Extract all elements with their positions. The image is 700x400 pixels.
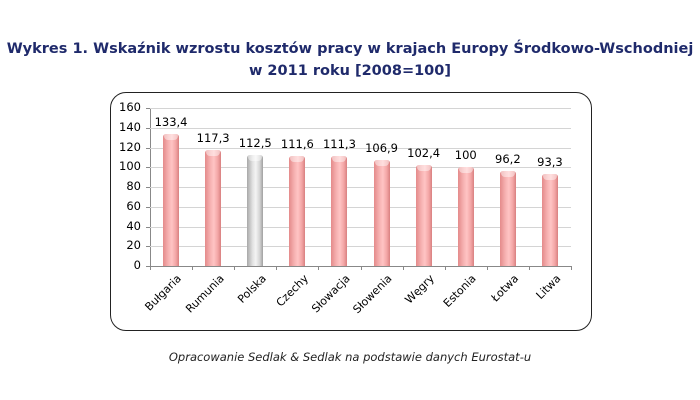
gridline [150, 127, 571, 129]
bar-2 [247, 154, 264, 266]
bar-9 [541, 173, 558, 266]
bar-value-label: 117,3 [196, 131, 230, 146]
y-tick-label: 20 [126, 238, 141, 253]
y-tick-label: 0 [133, 258, 141, 272]
x-tick-mark [360, 266, 362, 270]
y-tick-label: 80 [126, 179, 141, 193]
y-tick-mark [146, 187, 150, 188]
x-tick-mark [486, 266, 488, 270]
bar-value-label: 100 [454, 148, 477, 163]
x-tick-mark [150, 266, 151, 270]
chart-title-line1: Wykres 1. Wskaźnik wzrostu kosztów pracy… [6, 41, 694, 57]
bar-6 [415, 164, 432, 266]
x-tick-mark [192, 266, 194, 270]
y-tick-label: 120 [119, 139, 141, 154]
bar-value-label: 93,3 [537, 154, 563, 169]
bar-value-label: 111,3 [322, 137, 356, 152]
gridline [150, 147, 571, 149]
x-tick-mark [318, 266, 320, 270]
bar-value-label: 111,6 [280, 136, 314, 151]
y-tick-mark [146, 167, 150, 169]
bar-5 [373, 160, 390, 266]
x-axis [147, 266, 572, 267]
y-tick-mark [146, 147, 150, 149]
bar-3 [289, 155, 306, 266]
gridline [150, 246, 571, 248]
y-tick-label: 140 [119, 119, 141, 134]
x-tick-mark [444, 266, 446, 270]
x-tick-mark [528, 266, 530, 270]
y-tick-mark [146, 206, 150, 208]
y-tick-mark [146, 108, 150, 109]
bar-value-label: 133,4 [154, 115, 188, 130]
y-tick-mark [146, 246, 150, 248]
bar-value-label: 106,9 [365, 141, 399, 156]
y-tick-mark [146, 266, 150, 267]
gridline [150, 108, 571, 109]
bar-value-label: 102,4 [407, 145, 441, 160]
gridline [150, 226, 571, 228]
bar-0 [163, 134, 180, 266]
y-tick-label: 40 [126, 218, 141, 233]
gridline [150, 187, 571, 188]
bar-8 [499, 171, 516, 266]
bar-value-label: 112,5 [238, 135, 272, 150]
x-tick-mark [402, 266, 404, 270]
chart-title: Wykres 1. Wskaźnik wzrostu kosztów pracy… [0, 38, 700, 82]
x-tick-mark [234, 266, 236, 270]
bar-4 [331, 156, 348, 266]
source-caption: Opracowanie Sedlak & Sedlak na podstawie… [168, 350, 532, 364]
x-tick-mark [276, 266, 278, 270]
gridline [150, 167, 571, 169]
y-tick-label: 60 [126, 198, 141, 213]
chart-title-line2: w 2011 roku [2008=100] [248, 63, 451, 79]
bar-value-label: 96,2 [495, 152, 521, 166]
bar-1 [205, 150, 222, 266]
y-tick-label: 100 [119, 159, 141, 174]
y-tick-mark [146, 127, 150, 129]
y-tick-mark [146, 226, 150, 228]
x-tick-mark [571, 266, 572, 270]
bar-7 [457, 167, 474, 266]
gridline [150, 206, 571, 208]
y-tick-label: 160 [119, 100, 141, 114]
